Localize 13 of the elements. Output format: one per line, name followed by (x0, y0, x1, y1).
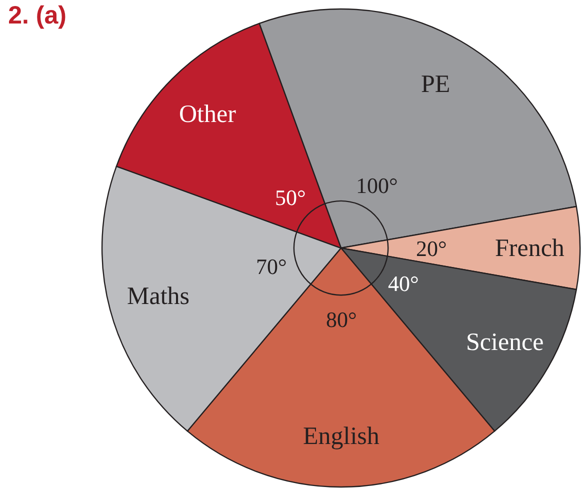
slice-label: Science (466, 329, 544, 356)
slice-label: Other (179, 101, 237, 128)
slice-label: French (495, 235, 565, 262)
data-label: 100° (356, 173, 398, 198)
slice-label: English (303, 423, 380, 450)
slice-label: Maths (127, 283, 190, 310)
data-label: 20° (416, 236, 447, 261)
data-label: 70° (256, 254, 287, 279)
slice-label: PE (421, 71, 450, 98)
data-label: 50° (275, 185, 306, 210)
data-label: 80° (326, 307, 357, 332)
chart-title: 2. (a) (8, 1, 66, 30)
data-label: 40° (388, 271, 419, 296)
